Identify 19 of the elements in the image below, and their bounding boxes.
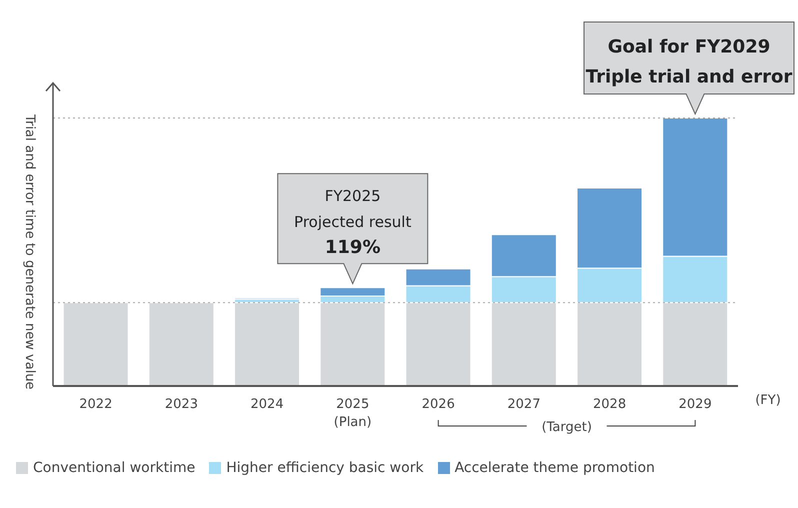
bar (62, 302, 129, 386)
y-axis-title: Trial and error time to generate new value (22, 113, 37, 390)
bar (148, 302, 214, 386)
x-tick-label: 2025 (Plan) (334, 397, 372, 430)
x-tick-label: 2028 (593, 397, 626, 412)
text: (Target) (542, 420, 592, 435)
x-tick-label: 2027 (507, 397, 540, 412)
annotation: FY2025 Projected result 119% (294, 187, 412, 258)
x-tick-label: 2022 (79, 397, 112, 412)
x-tick-label: 2024 (250, 397, 284, 412)
bar (234, 302, 300, 386)
annotation: Goal for FY2029 Triple trial and error (586, 36, 792, 88)
x-tick-label: 2026 (422, 397, 455, 412)
legend-label: Higher efficiency basic work (225, 460, 424, 476)
x-tick-label: 2023 (164, 397, 198, 412)
x-tick-label: 2029 (678, 397, 712, 412)
x-axis-title: (FY) (755, 393, 781, 408)
legend-label: Conventional worktime (32, 460, 196, 476)
legend-label: Accelerate theme promotion (454, 460, 655, 476)
